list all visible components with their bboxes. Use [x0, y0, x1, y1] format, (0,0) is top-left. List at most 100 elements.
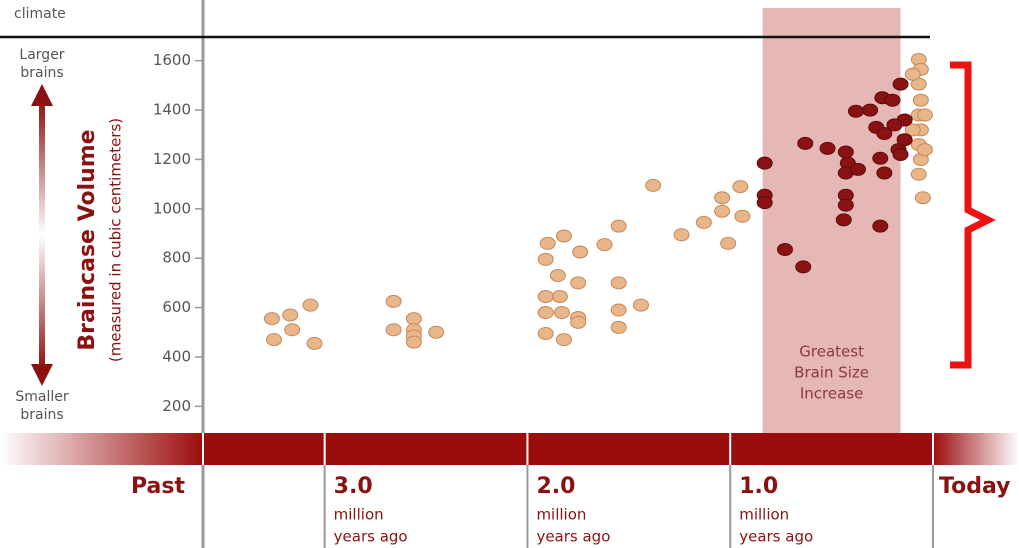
brain-point — [537, 326, 554, 340]
brain-point — [756, 196, 773, 210]
timeline-bar — [203, 433, 933, 465]
timeline-fade-left — [0, 433, 203, 465]
brain-point — [904, 67, 921, 81]
x-tick-label: 2.0 — [536, 474, 575, 499]
brain-point — [734, 209, 751, 223]
brain-point — [876, 166, 893, 180]
y-bottom-label: Smaller — [15, 389, 68, 405]
brain-point — [405, 335, 422, 349]
brain-point — [914, 191, 931, 205]
top-label: climate — [14, 6, 66, 22]
y-tick-label: 800 — [162, 249, 191, 267]
brain-point — [732, 180, 749, 194]
brain-point — [610, 320, 627, 334]
brain-point — [633, 298, 649, 312]
brain-point — [835, 213, 852, 227]
brain-point — [720, 236, 737, 250]
highlight-label: Brain Size — [794, 364, 869, 382]
brain-point — [862, 103, 879, 117]
brain-point — [385, 294, 402, 308]
brain-point — [837, 198, 854, 212]
brain-point — [428, 325, 445, 339]
brain-point — [849, 162, 866, 176]
brain-point — [876, 127, 893, 141]
brain-point — [695, 215, 712, 229]
x-tick-sublabel: million — [334, 506, 384, 524]
y-top-label: Larger — [19, 47, 64, 63]
brain-point — [385, 323, 402, 337]
brain-point — [539, 236, 556, 250]
brain-point — [837, 145, 854, 159]
x-start-label: Past — [131, 474, 185, 499]
brain-point — [405, 312, 422, 326]
brain-point — [756, 156, 773, 170]
brain-point — [265, 333, 282, 347]
y-tick-label: 600 — [162, 298, 191, 316]
brain-point — [284, 323, 301, 337]
brain-point — [892, 77, 909, 91]
y-tick-label: 1200 — [153, 150, 191, 168]
brain-point — [302, 298, 319, 312]
x-tick-sublabel: years ago — [334, 528, 408, 546]
plot-area — [263, 52, 933, 350]
y-tick-label: 1000 — [153, 199, 191, 217]
brain-point — [263, 312, 280, 326]
brain-point — [553, 306, 570, 319]
brain-point — [797, 136, 814, 150]
brain-point — [886, 118, 903, 132]
brain-point — [596, 238, 613, 252]
highlight-label: Greatest — [799, 343, 864, 361]
brain-point — [537, 289, 554, 303]
x-end-label: Today — [939, 474, 1010, 499]
brain-point — [306, 336, 323, 350]
x-tick-sublabel: million — [536, 506, 586, 524]
brain-point — [549, 268, 566, 282]
brain-point — [819, 141, 836, 155]
brain-point — [916, 108, 933, 122]
brain-point — [570, 276, 587, 290]
brain-point — [912, 93, 929, 107]
brain-point — [872, 219, 889, 233]
brain-point — [714, 204, 731, 218]
brain-point — [896, 133, 913, 147]
brain-point — [610, 303, 627, 317]
brain-point — [537, 252, 554, 266]
brain-point — [916, 143, 933, 157]
y-tick-label: 400 — [162, 347, 191, 365]
highlight-label: Increase — [800, 385, 863, 403]
bracket — [950, 61, 996, 369]
y-top-label: brains — [20, 65, 63, 81]
brain-point — [714, 191, 731, 205]
y-bottom-label: brains — [20, 407, 63, 423]
brain-point — [795, 260, 812, 274]
brain-point — [904, 123, 921, 137]
y-tick-label: 200 — [162, 397, 191, 415]
brain-point — [847, 104, 864, 118]
x-tick-sublabel: million — [739, 506, 789, 524]
brain-point — [551, 289, 568, 303]
x-tick-label: 3.0 — [334, 474, 373, 499]
brain-point — [555, 333, 572, 347]
brain-point — [673, 228, 690, 242]
brain-point — [570, 315, 587, 329]
brain-point — [572, 245, 589, 259]
brain-point — [555, 229, 572, 243]
brain-point — [884, 93, 901, 107]
brain-point — [910, 167, 927, 181]
brain-point — [610, 276, 627, 290]
x-tick-sublabel: years ago — [739, 528, 813, 546]
x-tick-label: 1.0 — [739, 474, 778, 499]
brain-point — [610, 219, 627, 233]
timeline-fade-right — [933, 433, 1019, 465]
y-title: Braincase Volume — [75, 129, 100, 350]
brain-point — [776, 243, 793, 257]
y-tick-label: 1400 — [153, 101, 191, 119]
brain-point — [872, 151, 889, 165]
brain-point — [645, 178, 662, 192]
brain-point — [537, 306, 554, 319]
brain-arrow — [31, 84, 53, 386]
brain-point — [892, 148, 909, 161]
brain-point — [282, 308, 299, 322]
